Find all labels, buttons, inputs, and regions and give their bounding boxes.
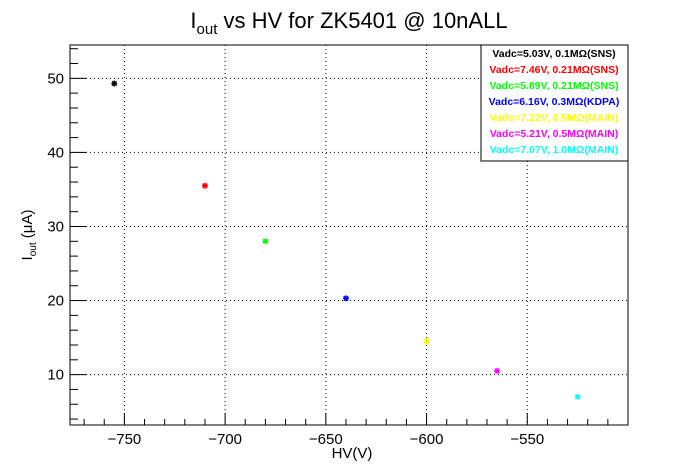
data-point bbox=[494, 367, 501, 374]
data-point bbox=[423, 338, 430, 345]
x-tick-label: −600 bbox=[410, 431, 444, 448]
legend: Vadc=5.03V, 0.1MΩ(SNS) Vadc=7.46V, 0.21MΩ… bbox=[480, 44, 629, 162]
y-tick-label: 40 bbox=[47, 144, 64, 161]
data-point bbox=[574, 393, 581, 400]
y-tick-label: 20 bbox=[47, 293, 64, 310]
x-axis: −750 −700 −650 −600 −550 bbox=[83, 413, 609, 448]
data-point bbox=[111, 80, 118, 87]
chart-title-rest: vs HV for ZK5401 @ 10nALL bbox=[217, 8, 507, 33]
y-tick-label: 30 bbox=[47, 218, 64, 235]
y-axis-title-sub: out bbox=[28, 242, 39, 256]
legend-box bbox=[480, 44, 629, 162]
data-points bbox=[111, 80, 581, 400]
x-tick-label: −650 bbox=[309, 431, 343, 448]
data-point bbox=[262, 238, 269, 245]
legend-entry: Vadc=5.89V, 0.21MΩ(SNS) bbox=[489, 80, 618, 92]
legend-entry: Vadc=6.16V, 0.3MΩ(KDPA) bbox=[489, 96, 620, 108]
legend-entry: Vadc=5.21V, 0.5MΩ(MAIN) bbox=[490, 128, 619, 140]
y-axis-title-main: I bbox=[19, 256, 36, 260]
chart-title-main: I bbox=[190, 8, 196, 33]
legend-entry: Vadc=7.46V, 0.21MΩ(SNS) bbox=[489, 64, 618, 76]
chart-title-sub: out bbox=[197, 21, 219, 38]
y-axis: 10 20 30 40 50 bbox=[47, 48, 86, 420]
y-axis-title-rest: (μA) bbox=[19, 210, 36, 243]
legend-entry: Vadc=7.22V, 0.5MΩ(MAIN) bbox=[490, 112, 619, 124]
legend-entry: Vadc=7.07V, 1.0MΩ(MAIN) bbox=[490, 144, 619, 156]
y-tick-label: 10 bbox=[47, 367, 64, 384]
x-tick-label: −700 bbox=[208, 431, 242, 448]
plot-frame bbox=[69, 44, 629, 426]
x-tick-label: −550 bbox=[510, 431, 544, 448]
x-axis-title: HV(V) bbox=[332, 445, 373, 462]
data-point bbox=[201, 182, 208, 189]
data-point bbox=[342, 295, 349, 302]
y-axis-title: Iout (μA) bbox=[19, 210, 39, 261]
y-tick-label: 50 bbox=[47, 70, 64, 87]
chart-title: Iout vs HV for ZK5401 @ 10nALL bbox=[190, 8, 507, 38]
legend-entry: Vadc=5.03V, 0.1MΩ(SNS) bbox=[492, 48, 615, 60]
x-tick-label: −750 bbox=[107, 431, 141, 448]
